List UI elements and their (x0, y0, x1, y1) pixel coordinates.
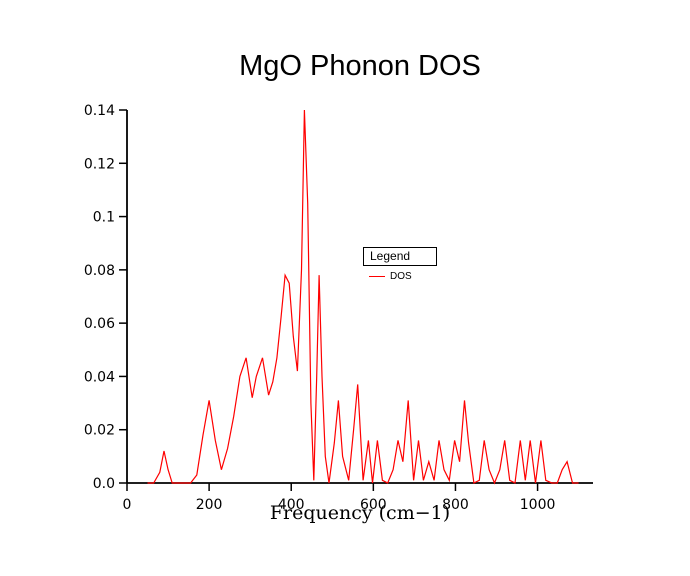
legend-item-dos: DOS (363, 266, 437, 284)
y-ticks: 0.0 0.02 0.04 0.06 0.08 0.1 0.12 0.14 (84, 103, 127, 492)
svg-text:1000: 1000 (520, 497, 556, 513)
chart-title: MgO Phonon DOS (239, 50, 481, 82)
dos-line (147, 109, 579, 485)
svg-text:0.06: 0.06 (84, 316, 115, 332)
x-axis-label: Frequency (cm−1) (269, 502, 451, 524)
svg-text:0: 0 (123, 497, 132, 513)
svg-text:800: 800 (442, 497, 469, 513)
svg-text:400: 400 (278, 497, 305, 513)
svg-text:0.02: 0.02 (84, 423, 115, 439)
legend: Legend DOS (363, 247, 437, 284)
svg-text:600: 600 (360, 497, 387, 513)
svg-text:0.12: 0.12 (84, 156, 115, 172)
x-ticks: 0 200 400 600 800 1000 (123, 483, 556, 513)
svg-text:0.08: 0.08 (84, 263, 115, 279)
legend-title: Legend (363, 247, 437, 266)
svg-text:200: 200 (196, 497, 223, 513)
svg-text:0.04: 0.04 (84, 369, 115, 385)
svg-text:0.14: 0.14 (84, 103, 115, 119)
svg-text:0.1: 0.1 (93, 210, 115, 226)
legend-item-label: DOS (390, 271, 412, 282)
dos-line-swatch (369, 276, 385, 277)
svg-text:0.0: 0.0 (93, 476, 115, 492)
